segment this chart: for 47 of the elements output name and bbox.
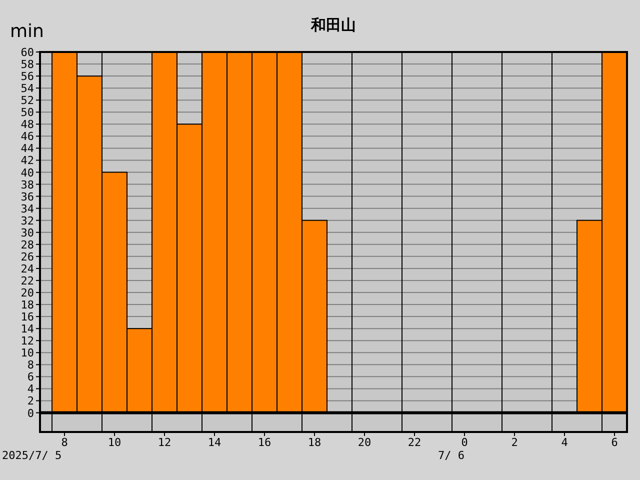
y-tick-label: 6	[27, 370, 34, 384]
y-tick-label: 4	[27, 382, 34, 396]
y-tick-label: 14	[20, 322, 34, 336]
y-tick-label: 46	[20, 130, 34, 144]
x-tick-label: 18	[308, 436, 322, 449]
y-tick-label: 8	[27, 358, 34, 372]
y-tick-label: 26	[20, 250, 34, 264]
y-tick-label: 20	[20, 286, 34, 300]
x-tick-label: 14	[208, 436, 222, 449]
y-tick-label: 44	[20, 142, 34, 156]
y-tick-label: 60	[20, 46, 34, 59]
y-tick-label: 54	[20, 82, 34, 96]
x-tick-label: 0	[461, 436, 468, 449]
x-tick-label: 12	[158, 436, 172, 449]
y-tick-label: 30	[20, 226, 34, 240]
y-tick-label: 28	[20, 238, 34, 252]
x-tick-label: 20	[358, 436, 372, 449]
y-tick-label: 56	[20, 70, 34, 84]
y-tick-label: 22	[20, 274, 34, 288]
y-tick-label: 12	[20, 334, 34, 348]
y-tick-label: 42	[20, 154, 34, 168]
y-tick-label: 10	[20, 346, 34, 360]
text: 2025/7/ 5	[2, 449, 62, 462]
y-tick-label: 32	[20, 214, 34, 228]
y-tick-label: 34	[20, 202, 34, 216]
y-tick-label: 24	[20, 262, 34, 276]
x-tick-label: 22	[408, 436, 422, 449]
y-tick-label: 50	[20, 106, 34, 120]
x-tick-label: 2	[511, 436, 518, 449]
x-tick-label: 4	[561, 436, 568, 449]
y-tick-label: 2	[27, 394, 34, 408]
x-tick-label: 8	[61, 436, 68, 449]
y-tick-label: 38	[20, 178, 34, 192]
y-tick-label: 48	[20, 118, 34, 132]
y-tick-label: 16	[20, 310, 34, 324]
y-axis-title: min	[10, 21, 44, 42]
text: 7/ 6	[438, 449, 464, 462]
y-tick-label: 52	[20, 94, 34, 108]
y-tick-label: 0	[27, 406, 34, 420]
chart-title: 和田山	[310, 16, 356, 34]
y-tick-label: 58	[20, 58, 34, 72]
x-tick-label: 16	[258, 436, 272, 449]
x-tick-label: 10	[108, 436, 122, 449]
x-tick-label: 6	[611, 436, 618, 449]
y-tick-label: 40	[20, 166, 34, 180]
y-tick-label: 36	[20, 190, 34, 204]
y-tick-label: 18	[20, 298, 34, 312]
